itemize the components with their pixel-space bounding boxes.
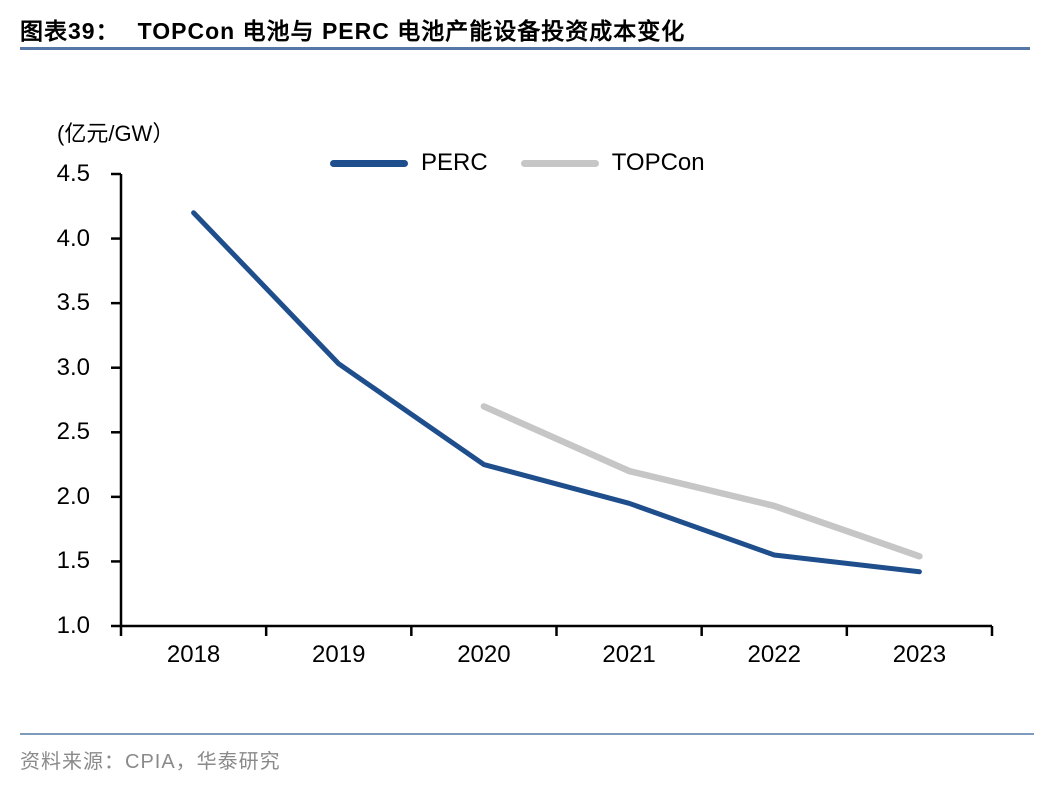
y-axis-unit-label: (亿元/GW） [57,121,175,146]
perc-legend-label: PERC [421,149,488,176]
topcon-legend-label: TOPCon [611,149,705,176]
topcon-line-swatch-icon [520,159,599,167]
chart-legend: PERC TOPCon [330,149,705,177]
perc-series-line [191,210,922,575]
perc-line-swatch-icon [330,159,408,167]
topcon-series-line [480,403,923,560]
legend-item-topcon: TOPCon [520,149,705,177]
footer-divider-rule [20,733,1034,735]
figure-title-text: TOPCon 电池与 PERC 电池产能设备投资成本变化 [137,18,686,44]
legend-item-perc: PERC [330,149,488,177]
figure-number-label: 图表39： [20,18,120,44]
title-underline-rule [20,47,1030,50]
figure-title: 图表39： TOPCon 电池与 PERC 电池产能设备投资成本变化 [20,12,1028,46]
source-note: 资料来源：CPIA，华泰研究 [20,751,281,773]
